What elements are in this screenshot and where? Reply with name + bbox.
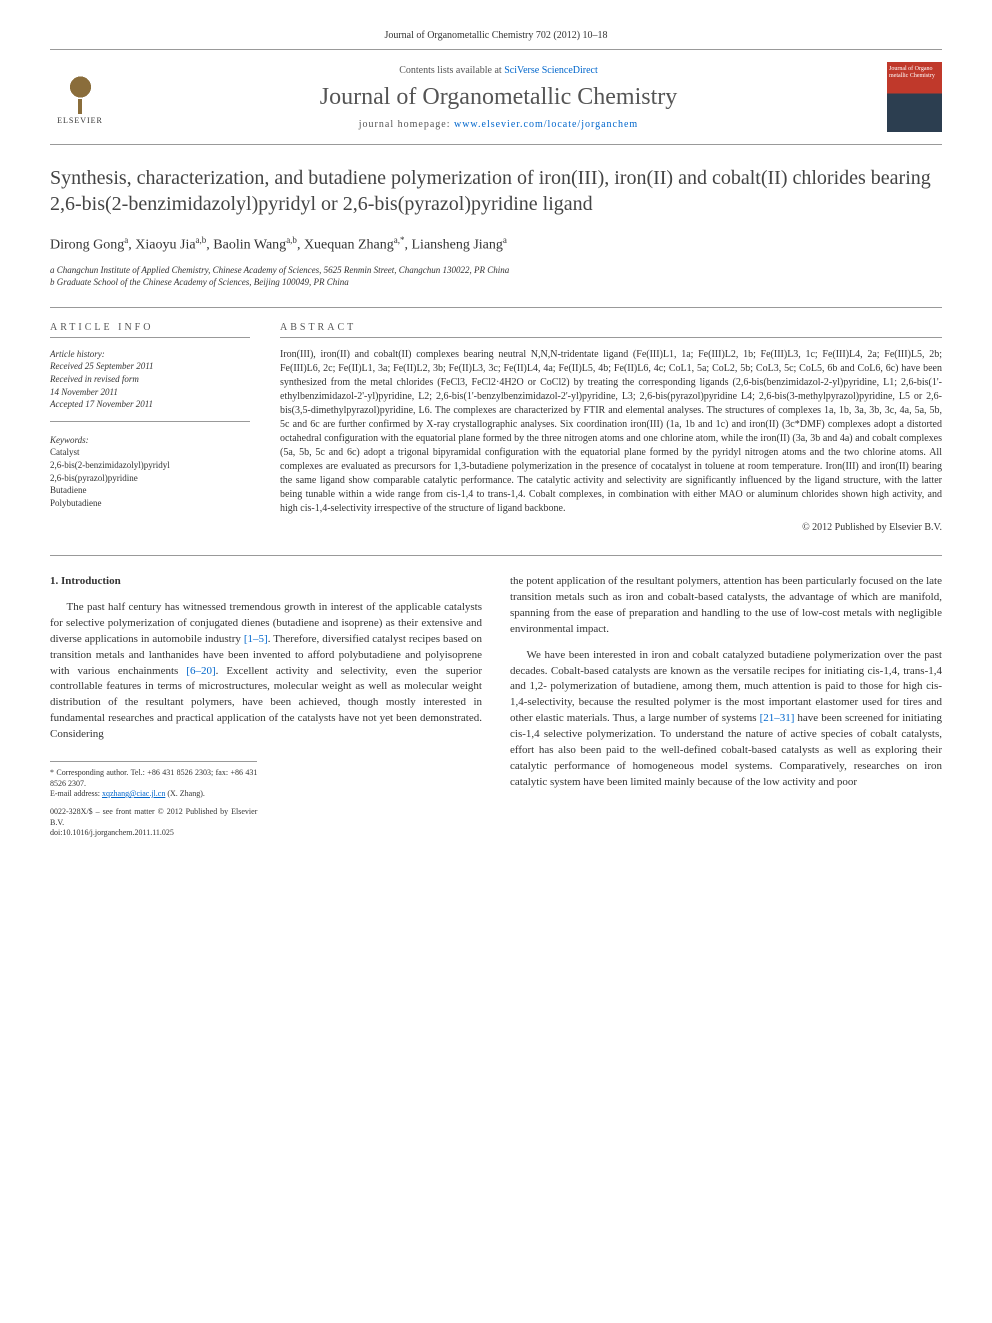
contents-prefix: Contents lists available at — [399, 65, 504, 76]
abstract-text: Iron(III), iron(II) and cobalt(II) compl… — [280, 348, 942, 516]
email-line: E-mail address: xqzhang@ciac.jl.cn (X. Z… — [50, 789, 257, 799]
email-label: E-mail address: — [50, 789, 102, 798]
abstract-copyright: © 2012 Published by Elsevier B.V. — [280, 522, 942, 533]
history-line: 14 November 2011 — [50, 386, 250, 399]
article-info-column: ARTICLE INFO Article history: Received 2… — [50, 322, 250, 533]
elsevier-tree-icon — [58, 69, 103, 114]
affiliation-a: a Changchun Institute of Applied Chemist… — [50, 264, 942, 277]
journal-name: Journal of Organometallic Chemistry — [110, 84, 887, 111]
body-paragraph: the potent application of the resultant … — [510, 574, 942, 638]
history-line: Received in revised form — [50, 373, 250, 386]
keyword: 2,6-bis(pyrazol)pyridine — [50, 472, 250, 485]
keywords-label: Keywords: — [50, 434, 250, 447]
body-columns: 1. Introduction The past half century ha… — [50, 555, 942, 839]
elsevier-label: ELSEVIER — [57, 116, 103, 125]
journal-reference: Journal of Organometallic Chemistry 702 … — [50, 30, 942, 41]
issn-line: 0022-328X/$ – see front matter © 2012 Pu… — [50, 807, 257, 828]
elsevier-logo: ELSEVIER — [50, 62, 110, 132]
article-info-label: ARTICLE INFO — [50, 322, 250, 338]
sciencedirect-link[interactable]: SciVerse ScienceDirect — [504, 65, 598, 76]
history-line: Accepted 17 November 2011 — [50, 398, 250, 411]
authors-line: Dirong Gonga, Xiaoyu Jiaa,b, Baolin Wang… — [50, 235, 942, 254]
journal-header: ELSEVIER Contents lists available at Sci… — [50, 49, 942, 145]
cover-thumb-text: Journal of Organo metallic Chemistry — [889, 66, 940, 79]
homepage-prefix: journal homepage: — [359, 119, 454, 130]
affiliations: a Changchun Institute of Applied Chemist… — [50, 264, 942, 289]
homepage-link[interactable]: www.elsevier.com/locate/jorganchem — [454, 119, 638, 130]
footer-block: * Corresponding author. Tel.: +86 431 85… — [50, 761, 257, 838]
doi-line: doi:10.1016/j.jorganchem.2011.11.025 — [50, 828, 257, 838]
journal-cover-thumbnail: Journal of Organo metallic Chemistry — [887, 62, 942, 132]
corresponding-author: * Corresponding author. Tel.: +86 431 85… — [50, 768, 257, 789]
article-history: Article history: Received 25 September 2… — [50, 348, 250, 422]
abstract-label: ABSTRACT — [280, 322, 942, 338]
affiliation-b: b Graduate School of the Chinese Academy… — [50, 276, 942, 289]
body-column-right: the potent application of the resultant … — [510, 574, 942, 839]
introduction-heading: 1. Introduction — [50, 574, 482, 590]
header-center: Contents lists available at SciVerse Sci… — [110, 65, 887, 130]
keywords-block: Keywords: Catalyst 2,6-bis(2-benzimidazo… — [50, 434, 250, 510]
keyword: Butadiene — [50, 484, 250, 497]
history-label: Article history: — [50, 348, 250, 361]
history-line: Received 25 September 2011 — [50, 360, 250, 373]
homepage-line: journal homepage: www.elsevier.com/locat… — [110, 119, 887, 130]
body-column-left: 1. Introduction The past half century ha… — [50, 574, 482, 839]
article-title: Synthesis, characterization, and butadie… — [50, 165, 942, 217]
corresponding-email-link[interactable]: xqzhang@ciac.jl.cn — [102, 789, 165, 798]
abstract-column: ABSTRACT Iron(III), iron(II) and cobalt(… — [280, 322, 942, 533]
body-paragraph: We have been interested in iron and coba… — [510, 648, 942, 791]
body-paragraph: The past half century has witnessed trem… — [50, 600, 482, 743]
keyword: Catalyst — [50, 446, 250, 459]
info-abstract-row: ARTICLE INFO Article history: Received 2… — [50, 307, 942, 533]
keyword: 2,6-bis(2-benzimidazolyl)pyridyl — [50, 459, 250, 472]
contents-available-line: Contents lists available at SciVerse Sci… — [110, 65, 887, 76]
keyword: Polybutadiene — [50, 497, 250, 510]
email-suffix: (X. Zhang). — [165, 789, 205, 798]
